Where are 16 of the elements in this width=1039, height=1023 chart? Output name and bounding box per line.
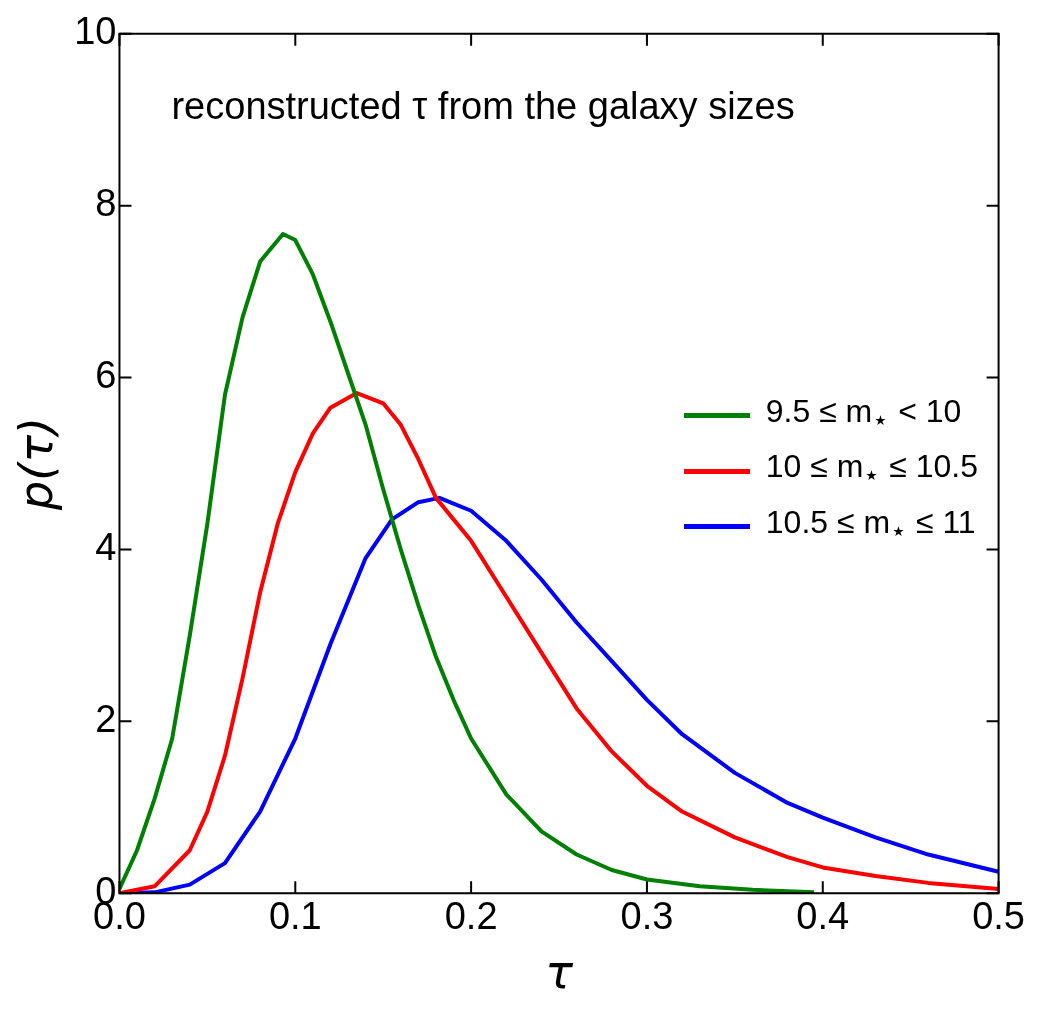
x-tick-label: 0.1: [268, 895, 322, 938]
y-tick-label: 8: [95, 182, 117, 225]
y-tick-label: 4: [95, 525, 117, 568]
y-tick-label: 6: [95, 354, 117, 397]
legend-label: 10 ≤ m$_{⋆}$ ≤ 10.5: [765, 447, 978, 493]
annotation: reconstructed τ from the galaxy sizes: [171, 85, 795, 128]
legend-label: 9.5 ≤ m$_{⋆}$ < 10: [765, 392, 962, 438]
y-axis-title: p(τ): [8, 417, 63, 511]
y-tick-label: 10: [74, 10, 117, 53]
x-axis-title: τ: [545, 945, 574, 1000]
x-tick-label: 0.4: [796, 895, 850, 938]
legend-label: 10.5 ≤ m$_{⋆}$ ≤ 11: [765, 502, 976, 549]
x-tick-label: 0.2: [444, 895, 498, 938]
x-tick-label: 0.3: [620, 895, 674, 938]
y-tick-label: 2: [95, 697, 117, 740]
x-tick-label: 0.5: [972, 895, 1025, 938]
